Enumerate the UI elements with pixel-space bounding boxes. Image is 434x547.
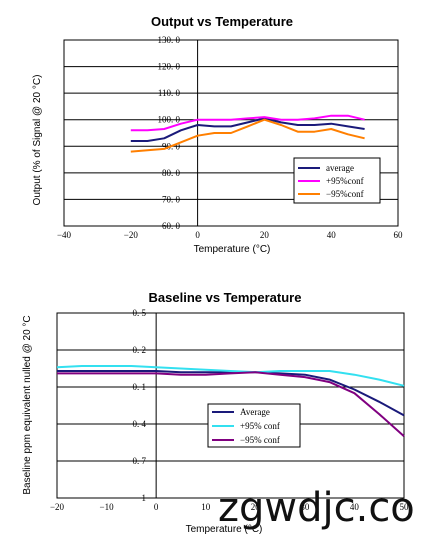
c2-xtick-label: 40 [350,502,360,512]
c1-xtick-label: 0 [195,230,200,240]
chart2-ylabel: Baseline ppm equivalent nulled @ 20 °C [22,315,33,494]
chart2-xlabel: Temperature (°C) [186,524,263,535]
c2-xtick-label: 10 [201,502,211,512]
c2-xtick-label: −20 [50,502,65,512]
chart2-legend: Average +95% conf −95% conf [207,403,301,448]
c2-legend-label: Average [240,407,270,417]
c1-ytick-label: 130. 0 [158,35,181,45]
c1-ytick-label: 70. 0 [162,194,181,204]
c1-series-line-0 [130,117,365,142]
c1-xtick-label: 20 [260,230,270,240]
c2-legend-label: −95% conf [240,435,280,445]
c2-xtick-label: −10 [100,502,115,512]
c2-ytick-label: −1 [136,493,146,503]
c1-xtick-label: −20 [124,230,139,240]
c2-legend-label: +95% conf [240,421,280,431]
c1-xtick-label: −40 [57,230,72,240]
c2-xtick-label: 50 [400,502,410,512]
chart1-ylabel: Output (% of Signal @ 20 °C) [32,75,43,206]
watermark: zgwdjc.co [218,485,415,531]
chart2-title: Baseline vs Temperature [149,290,302,305]
c1-series-line-2 [130,118,365,153]
chart1-legend: average +95%conf −95%conf [293,157,381,204]
baseline-vs-temperature-chart: Baseline vs Temperature −1 −0. 7 −0. 4 −0. … [22,290,409,535]
c2-ytick-label: 0. 5 [133,308,147,318]
c2-series-line-1 [56,365,405,387]
c1-legend-label: average [326,163,354,173]
c2-ytick-label: −0. 4 [127,419,146,429]
c2-series-line-2 [57,371,405,438]
c1-xtick-label: 40 [327,230,337,240]
chart1-title: Output vs Temperature [151,14,293,29]
c1-series-line-1 [130,114,365,132]
c1-ytick-label: 60. 0 [162,221,181,231]
c2-ytick-label: 0. 2 [133,345,147,355]
c1-ytick-label: 100. 0 [158,115,181,125]
c2-xtick-label: 20 [251,502,261,512]
c1-legend-label: −95%conf [326,189,364,199]
output-vs-temperature-chart: Output vs Temperature 60. 070. 080. 090.… [32,14,403,255]
c1-ytick-label: 110. 0 [158,88,181,98]
c1-ytick-label: 80. 0 [162,168,181,178]
c2-xtick-label: 30 [300,502,310,512]
c2-series-line-0 [57,370,405,417]
c2-ytick-label: −0. 1 [127,382,146,392]
c1-xtick-label: 60 [394,230,404,240]
c2-ytick-label: −0. 7 [127,456,146,466]
chart1-xlabel: Temperature (°C) [194,244,271,255]
c2-xtick-label: 0 [154,502,159,512]
c1-legend-label: +95%conf [326,176,364,186]
c1-ytick-label: 120. 0 [158,62,181,72]
